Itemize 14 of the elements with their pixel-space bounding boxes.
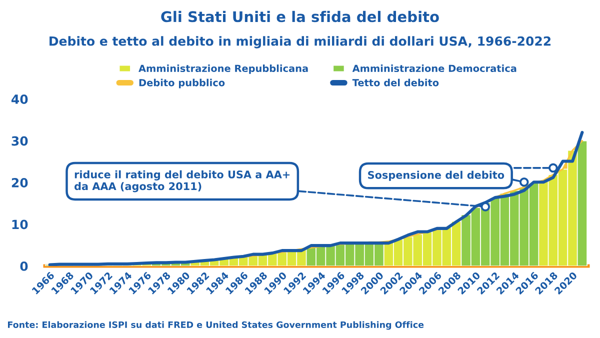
- annotation: Sospensione del debito: [368, 170, 504, 181]
- source-note: Fonte: Elaborazione ISPI su dati FRED e United States Government Publishing Office: [8, 321, 424, 330]
- y-tick-label: 20: [12, 178, 28, 188]
- y-tick-label: 30: [12, 136, 28, 146]
- legend-label: Debito pubblico: [139, 78, 225, 88]
- chart-subtitle: Debito e tetto al debito in migliaia di miliardi di dollari USA, 1966-2022: [50, 36, 551, 48]
- legend-label: Amministrazione Repubblicana: [138, 64, 308, 74]
- y-tick-label: 40: [12, 94, 28, 104]
- annotation: riduce il rating del debito USA a AA+ da AAA (agosto 2011): [74, 170, 290, 192]
- chart-title: Gli Stati Uniti e la sfida del debito: [161, 10, 439, 22]
- y-tick-label: 0: [20, 261, 28, 271]
- legend-label: Tetto del debito: [352, 78, 439, 86]
- legend-label: Amministrazione Democratica: [352, 64, 516, 72]
- y-tick-label: 10: [12, 220, 28, 230]
